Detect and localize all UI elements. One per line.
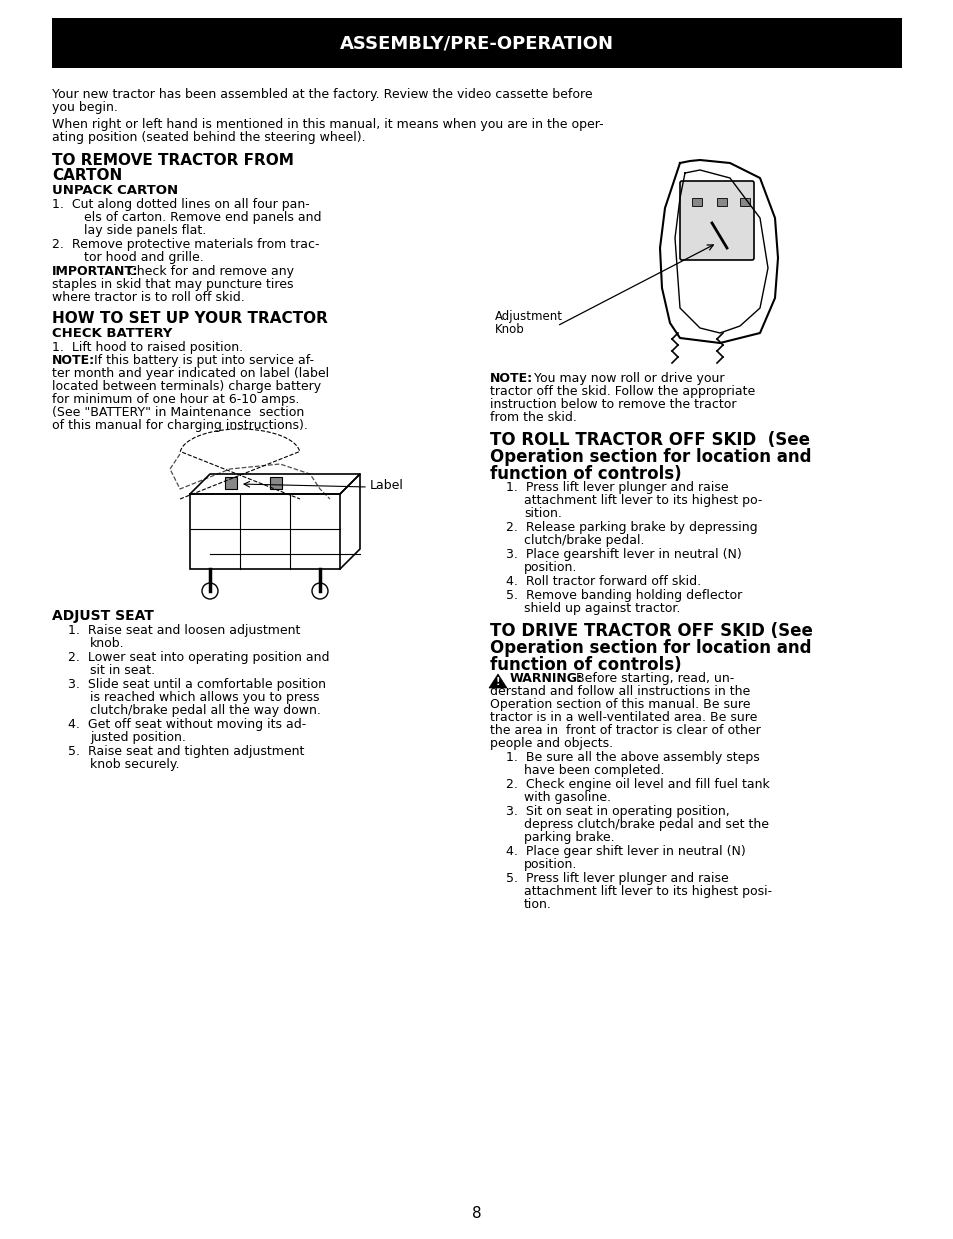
Text: is reached which allows you to press: is reached which allows you to press [90, 691, 319, 704]
Text: position.: position. [523, 561, 577, 574]
Text: instruction below to remove the tractor: instruction below to remove the tractor [490, 398, 736, 411]
Bar [225, 477, 236, 489]
Bar [270, 477, 282, 489]
Text: Your new tractor has been assembled at the factory. Review the video cassette be: Your new tractor has been assembled at t… [52, 88, 592, 102]
Text: 5.  Raise seat and tighten adjustment: 5. Raise seat and tighten adjustment [68, 745, 304, 758]
Text: 5.  Press lift lever plunger and raise: 5. Press lift lever plunger and raise [505, 872, 728, 885]
Text: where tractor is to roll off skid.: where tractor is to roll off skid. [52, 291, 245, 304]
Text: Knob: Knob [495, 323, 524, 336]
Text: 4.  Get off seat without moving its ad-: 4. Get off seat without moving its ad- [68, 717, 306, 731]
Bar [717, 198, 726, 206]
Text: 1.  Lift hood to raised position.: 1. Lift hood to raised position. [52, 341, 243, 354]
Text: CHECK BATTERY: CHECK BATTERY [52, 327, 172, 339]
Text: located between terminals) charge battery: located between terminals) charge batter… [52, 380, 321, 393]
Circle shape [202, 584, 218, 598]
Bar [52, 19, 901, 68]
Text: Operation section of this manual. Be sure: Operation section of this manual. Be sur… [490, 698, 750, 711]
Text: clutch/brake pedal all the way down.: clutch/brake pedal all the way down. [90, 704, 320, 717]
Text: function of controls): function of controls) [490, 465, 680, 483]
Text: 8: 8 [472, 1206, 481, 1220]
Text: CARTON: CARTON [52, 169, 122, 183]
Text: tractor off the skid. Follow the appropriate: tractor off the skid. Follow the appropr… [490, 385, 755, 398]
Text: the area in  front of tractor is clear of other: the area in front of tractor is clear of… [490, 724, 760, 737]
Text: 5.  Remove banding holding deflector: 5. Remove banding holding deflector [505, 589, 741, 602]
Text: 2.  Release parking brake by depressing: 2. Release parking brake by depressing [505, 522, 757, 534]
Text: have been completed.: have been completed. [523, 764, 664, 777]
Text: TO REMOVE TRACTOR FROM: TO REMOVE TRACTOR FROM [52, 152, 294, 169]
Text: 2.  Remove protective materials from trac-: 2. Remove protective materials from trac… [52, 238, 319, 252]
Polygon shape [489, 674, 506, 688]
Text: tor hood and grille.: tor hood and grille. [84, 252, 204, 264]
Text: If this battery is put into service af-: If this battery is put into service af- [90, 354, 314, 367]
Text: els of carton. Remove end panels and: els of carton. Remove end panels and [84, 211, 321, 224]
Text: IMPORTANT:: IMPORTANT: [52, 265, 138, 278]
Text: attachment lift lever to its highest posi-: attachment lift lever to its highest pos… [523, 885, 771, 898]
Text: 4.  Roll tractor forward off skid.: 4. Roll tractor forward off skid. [505, 575, 700, 589]
Text: derstand and follow all instructions in the: derstand and follow all instructions in … [490, 685, 749, 698]
Text: 2.  Check engine oil level and fill fuel tank: 2. Check engine oil level and fill fuel … [505, 778, 769, 790]
Bar [691, 198, 701, 206]
Text: with gasoline.: with gasoline. [523, 790, 610, 804]
Text: 3.  Slide seat until a comfortable position: 3. Slide seat until a comfortable positi… [68, 678, 326, 691]
Text: parking brake.: parking brake. [523, 831, 614, 844]
Text: ter month and year indicated on label (label: ter month and year indicated on label (l… [52, 367, 329, 380]
Text: depress clutch/brake pedal and set the: depress clutch/brake pedal and set the [523, 818, 768, 831]
Text: justed position.: justed position. [90, 731, 186, 743]
Text: function of controls): function of controls) [490, 655, 680, 674]
Text: people and objects.: people and objects. [490, 737, 613, 750]
Text: sition.: sition. [523, 507, 561, 520]
Bar [190, 494, 339, 569]
Text: 1.  Press lift lever plunger and raise: 1. Press lift lever plunger and raise [505, 481, 728, 494]
Text: staples in skid that may puncture tires: staples in skid that may puncture tires [52, 278, 294, 291]
Bar [740, 198, 749, 206]
Text: attachment lift lever to its highest po-: attachment lift lever to its highest po- [523, 494, 761, 507]
Text: You may now roll or drive your: You may now roll or drive your [530, 372, 723, 385]
Text: 2.  Lower seat into operating position and: 2. Lower seat into operating position an… [68, 650, 329, 664]
Text: ating position (seated behind the steering wheel).: ating position (seated behind the steeri… [52, 131, 365, 144]
Text: you begin.: you begin. [52, 102, 118, 114]
Text: Before starting, read, un-: Before starting, read, un- [572, 672, 734, 685]
Text: of this manual for charging instructions).: of this manual for charging instructions… [52, 419, 308, 432]
Text: Adjustment: Adjustment [495, 310, 562, 323]
Text: 1.  Be sure all the above assembly steps: 1. Be sure all the above assembly steps [505, 751, 759, 764]
Text: tractor is in a well-ventilated area. Be sure: tractor is in a well-ventilated area. Be… [490, 711, 757, 724]
Text: Label: Label [370, 479, 403, 492]
Text: (See "BATTERY" in Maintenance  section: (See "BATTERY" in Maintenance section [52, 406, 304, 419]
Text: TO DRIVE TRACTOR OFF SKID (See: TO DRIVE TRACTOR OFF SKID (See [490, 622, 812, 641]
Text: Check for and remove any: Check for and remove any [124, 265, 294, 278]
FancyBboxPatch shape [679, 181, 753, 260]
Circle shape [312, 584, 328, 598]
Text: knob.: knob. [90, 637, 125, 650]
Text: NOTE:: NOTE: [490, 372, 533, 385]
Text: shield up against tractor.: shield up against tractor. [523, 602, 679, 615]
Text: TO ROLL TRACTOR OFF SKID  (See: TO ROLL TRACTOR OFF SKID (See [490, 431, 809, 449]
Text: HOW TO SET UP YOUR TRACTOR: HOW TO SET UP YOUR TRACTOR [52, 311, 328, 326]
Text: UNPACK CARTON: UNPACK CARTON [52, 185, 178, 197]
Text: from the skid.: from the skid. [490, 411, 577, 424]
Text: sit in seat.: sit in seat. [90, 664, 155, 676]
Text: Operation section for location and: Operation section for location and [490, 449, 811, 466]
Text: 3.  Sit on seat in operating position,: 3. Sit on seat in operating position, [505, 805, 729, 818]
Text: 1.  Cut along dotted lines on all four pan-: 1. Cut along dotted lines on all four pa… [52, 198, 310, 211]
Text: ADJUST SEAT: ADJUST SEAT [52, 610, 153, 623]
Text: Operation section for location and: Operation section for location and [490, 639, 811, 657]
Text: position.: position. [523, 857, 577, 871]
Text: tion.: tion. [523, 898, 551, 911]
Text: clutch/brake pedal.: clutch/brake pedal. [523, 534, 644, 546]
Text: NOTE:: NOTE: [52, 354, 95, 367]
Text: knob securely.: knob securely. [90, 758, 179, 771]
Text: 4.  Place gear shift lever in neutral (N): 4. Place gear shift lever in neutral (N) [505, 845, 745, 857]
Text: 3.  Place gearshift lever in neutral (N): 3. Place gearshift lever in neutral (N) [505, 548, 741, 561]
Text: for minimum of one hour at 6-10 amps.: for minimum of one hour at 6-10 amps. [52, 393, 299, 406]
Text: lay side panels flat.: lay side panels flat. [84, 224, 206, 237]
Text: ASSEMBLY/PRE-OPERATION: ASSEMBLY/PRE-OPERATION [339, 33, 614, 52]
Text: When right or left hand is mentioned in this manual, it means when you are in th: When right or left hand is mentioned in … [52, 118, 603, 131]
Text: !: ! [496, 676, 499, 686]
Text: 1.  Raise seat and loosen adjustment: 1. Raise seat and loosen adjustment [68, 624, 300, 637]
Text: WARNING:: WARNING: [510, 672, 582, 685]
